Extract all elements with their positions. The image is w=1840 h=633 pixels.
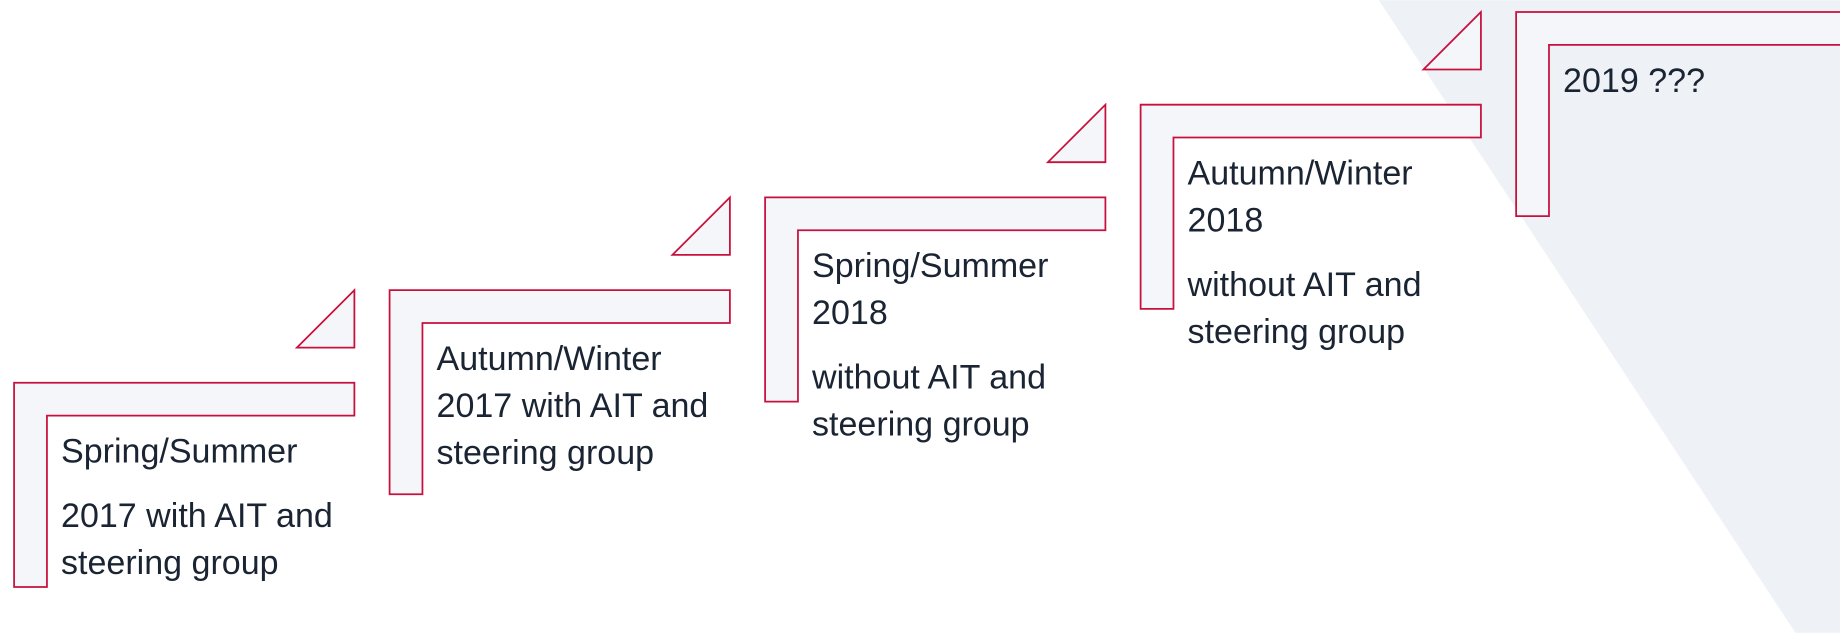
step-text: Spring/Summer 2017 with AIT and steering …	[61, 429, 366, 587]
background-shape	[1378, 0, 1840, 633]
step-paragraph: Spring/Summer 2018	[812, 247, 1049, 333]
step-paragraph: 2017 with AIT and steering group	[61, 497, 333, 583]
step-paragraph: without AIT and steering group	[1187, 266, 1422, 352]
step-triangle	[1421, 9, 1482, 71]
step-paragraph: without AIT and steering group	[812, 359, 1047, 444]
step-shape	[1139, 103, 1482, 310]
step-paragraph: Autumn/Winter 2018	[1187, 155, 1413, 240]
step-paragraph: Spring/Summer	[61, 433, 298, 471]
step-text-box: Autumn/Winter 2018 without AIT and steeri…	[1188, 150, 1493, 355]
step-shape	[1515, 11, 1840, 218]
step-text: Autumn/Winter 2017 with AIT and steering…	[437, 336, 742, 477]
step-shape	[388, 289, 731, 496]
step-text-box: Spring/Summer 2017 with AIT and steering …	[61, 429, 366, 587]
step-text-box: 2019 ???	[1563, 58, 1840, 105]
step-shape	[13, 381, 356, 588]
step-paragraph: Autumn/Winter 2017 with AIT and steering…	[436, 340, 709, 472]
step-paragraph: 2019 ???	[1563, 62, 1706, 100]
step-text: Autumn/Winter 2018 without AIT and steeri…	[1188, 150, 1493, 355]
step-text-box: Autumn/Winter 2017 with AIT and steering…	[437, 336, 742, 477]
step-text: Spring/Summer 2018 without AIT and steeri…	[812, 243, 1117, 448]
step-text-box: Spring/Summer 2018 without AIT and steeri…	[812, 243, 1117, 448]
step-shape	[764, 196, 1107, 403]
step-text: 2019 ???	[1563, 58, 1840, 105]
step-triangle	[294, 287, 356, 349]
step-triangle	[1045, 102, 1107, 164]
step-triangle	[670, 195, 731, 256]
